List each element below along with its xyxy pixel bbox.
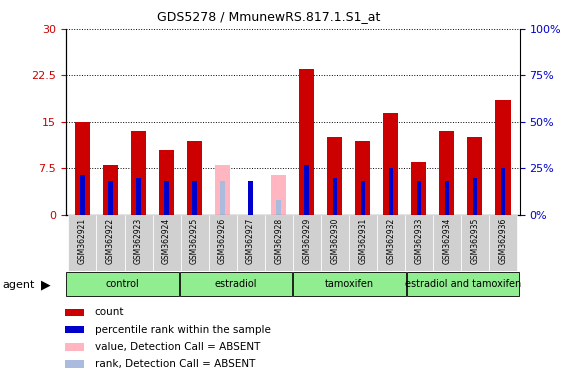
FancyBboxPatch shape <box>293 272 405 296</box>
Bar <box>220 181 225 215</box>
Bar <box>461 215 489 271</box>
Bar <box>65 309 84 316</box>
Bar <box>152 215 180 271</box>
Bar <box>388 169 393 215</box>
Text: GSM362925: GSM362925 <box>190 218 199 264</box>
Text: GSM362922: GSM362922 <box>106 218 115 264</box>
Bar <box>417 181 421 215</box>
Bar <box>65 343 84 351</box>
Bar <box>439 131 455 215</box>
Text: GSM362930: GSM362930 <box>330 218 339 264</box>
Bar <box>276 200 281 215</box>
Bar <box>332 178 337 215</box>
FancyBboxPatch shape <box>66 272 179 296</box>
Bar <box>304 166 309 215</box>
Bar <box>377 215 405 271</box>
Text: GSM362929: GSM362929 <box>302 218 311 264</box>
Bar <box>327 137 343 215</box>
Bar <box>69 215 96 271</box>
Text: rank, Detection Call = ABSENT: rank, Detection Call = ABSENT <box>95 359 255 369</box>
Text: tamoxifen: tamoxifen <box>325 279 374 289</box>
Text: GSM362936: GSM362936 <box>498 218 507 264</box>
Bar <box>467 137 482 215</box>
Bar <box>495 100 510 215</box>
Bar <box>180 215 208 271</box>
Text: GSM362926: GSM362926 <box>218 218 227 264</box>
Bar <box>65 326 84 333</box>
Text: control: control <box>106 279 139 289</box>
Text: GSM362935: GSM362935 <box>471 218 479 264</box>
Bar <box>103 166 118 215</box>
Text: GSM362931: GSM362931 <box>358 218 367 264</box>
Bar <box>501 169 505 215</box>
Bar <box>215 166 230 215</box>
Bar <box>299 69 315 215</box>
Bar <box>248 181 253 215</box>
Bar <box>208 215 236 271</box>
Bar <box>65 360 84 367</box>
Text: count: count <box>95 308 124 318</box>
Text: GSM362921: GSM362921 <box>78 218 87 264</box>
Bar <box>108 181 112 215</box>
Text: GSM362934: GSM362934 <box>443 218 451 264</box>
Text: GSM362927: GSM362927 <box>246 218 255 264</box>
FancyBboxPatch shape <box>407 272 519 296</box>
Bar <box>131 131 146 215</box>
Text: GSM362932: GSM362932 <box>386 218 395 264</box>
Text: estradiol and tamoxifen: estradiol and tamoxifen <box>405 279 521 289</box>
Bar <box>192 181 197 215</box>
Text: GSM362924: GSM362924 <box>162 218 171 264</box>
Text: GSM362933: GSM362933 <box>414 218 423 264</box>
Bar <box>81 175 85 215</box>
Text: percentile rank within the sample: percentile rank within the sample <box>95 324 271 334</box>
Text: ▶: ▶ <box>41 278 51 291</box>
Bar <box>236 215 264 271</box>
Bar <box>473 178 477 215</box>
Text: GDS5278 / MmunewRS.817.1.S1_at: GDS5278 / MmunewRS.817.1.S1_at <box>156 10 380 23</box>
Bar <box>321 215 349 271</box>
Bar <box>264 215 293 271</box>
Text: estradiol: estradiol <box>215 279 257 289</box>
Bar <box>124 215 152 271</box>
Bar <box>405 215 433 271</box>
Bar <box>271 175 286 215</box>
Bar <box>349 215 377 271</box>
Bar <box>433 215 461 271</box>
Bar <box>136 178 140 215</box>
Bar <box>96 215 124 271</box>
Bar <box>187 141 202 215</box>
Bar <box>355 141 371 215</box>
Text: agent: agent <box>3 280 35 290</box>
Text: GSM362928: GSM362928 <box>274 218 283 264</box>
Text: value, Detection Call = ABSENT: value, Detection Call = ABSENT <box>95 342 260 352</box>
Bar <box>445 181 449 215</box>
Bar <box>293 215 321 271</box>
Bar <box>164 181 168 215</box>
Text: GSM362923: GSM362923 <box>134 218 143 264</box>
Bar <box>75 122 90 215</box>
Bar <box>360 181 365 215</box>
Bar <box>411 162 427 215</box>
Bar <box>489 215 517 271</box>
Bar <box>159 150 174 215</box>
FancyBboxPatch shape <box>180 272 292 296</box>
Bar <box>383 113 399 215</box>
